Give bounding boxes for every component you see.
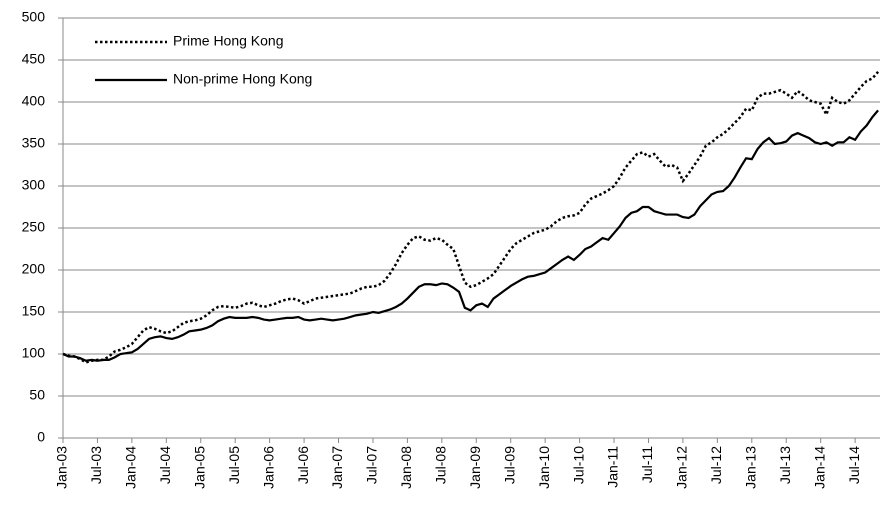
y-tick-label: 0 <box>37 429 45 445</box>
y-tick-label: 400 <box>22 93 46 109</box>
series-line <box>62 70 880 364</box>
y-tick-label: 50 <box>29 387 45 403</box>
y-tick-label: 450 <box>22 51 46 67</box>
y-tick-label: 100 <box>22 345 46 361</box>
y-tick-label: 350 <box>22 135 46 151</box>
x-tick-label: Jul-13 <box>777 446 793 484</box>
x-tick-label: Jul-07 <box>364 446 380 484</box>
y-tick-label: 150 <box>22 303 46 319</box>
y-tick-label: 500 <box>22 9 46 25</box>
x-tick-label: Jul-09 <box>501 446 517 484</box>
y-tick-label: 300 <box>22 177 46 193</box>
x-tick-label: Jul-10 <box>570 446 586 484</box>
y-tick-label: 250 <box>22 219 46 235</box>
x-tick-label: Jan-04 <box>123 446 139 489</box>
x-tick-label: Jan-14 <box>811 446 827 489</box>
x-tick-label: Jul-11 <box>639 446 655 483</box>
x-tick-label: Jul-06 <box>295 446 311 484</box>
x-tick-label: Jul-14 <box>846 446 862 484</box>
x-tick-label: Jan-08 <box>398 446 414 489</box>
x-tick-label: Jan-03 <box>54 446 70 489</box>
x-tick-label: Jan-09 <box>467 446 483 489</box>
y-tick-label: 200 <box>22 261 46 277</box>
x-tick-label: Jul-12 <box>708 446 724 484</box>
x-tick-label: Jan-06 <box>260 446 276 489</box>
legend-label: Non-prime Hong Kong <box>173 71 312 87</box>
legend-label: Prime Hong Kong <box>173 33 284 49</box>
x-tick-label: Jul-08 <box>433 446 449 484</box>
x-tick-label: Jan-12 <box>674 446 690 489</box>
x-tick-label: Jul-04 <box>157 446 173 484</box>
x-tick-label: Jan-05 <box>191 446 207 489</box>
x-tick-label: Jan-11 <box>605 446 621 488</box>
x-tick-label: Jul-05 <box>226 446 242 484</box>
series-line <box>62 109 879 362</box>
x-tick-label: Jan-13 <box>743 446 759 489</box>
x-tick-label: Jan-10 <box>536 446 552 489</box>
x-tick-label: Jul-03 <box>88 446 104 484</box>
x-tick-label: Jan-07 <box>329 446 345 489</box>
